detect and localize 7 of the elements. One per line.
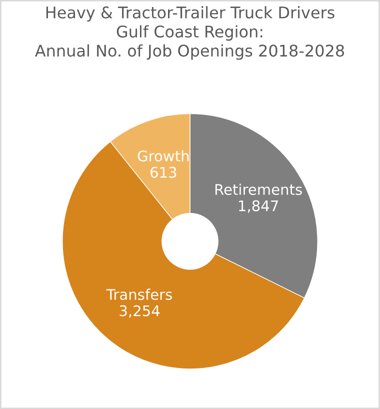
- data-label: 3,254: [120, 305, 160, 318]
- slice-label: Retirements: [215, 184, 302, 195]
- slice-label: Growth: [138, 150, 189, 162]
- slice-label: Transfers: [106, 288, 172, 300]
- data-label: 1,847: [239, 200, 278, 213]
- chart-title: Heavy & Tractor-Trailer Truck Drivers Gulf Coast Region: Annual No. of Job Openings 2018-2028: [35, 6, 344, 60]
- data-label: 613: [150, 166, 176, 178]
